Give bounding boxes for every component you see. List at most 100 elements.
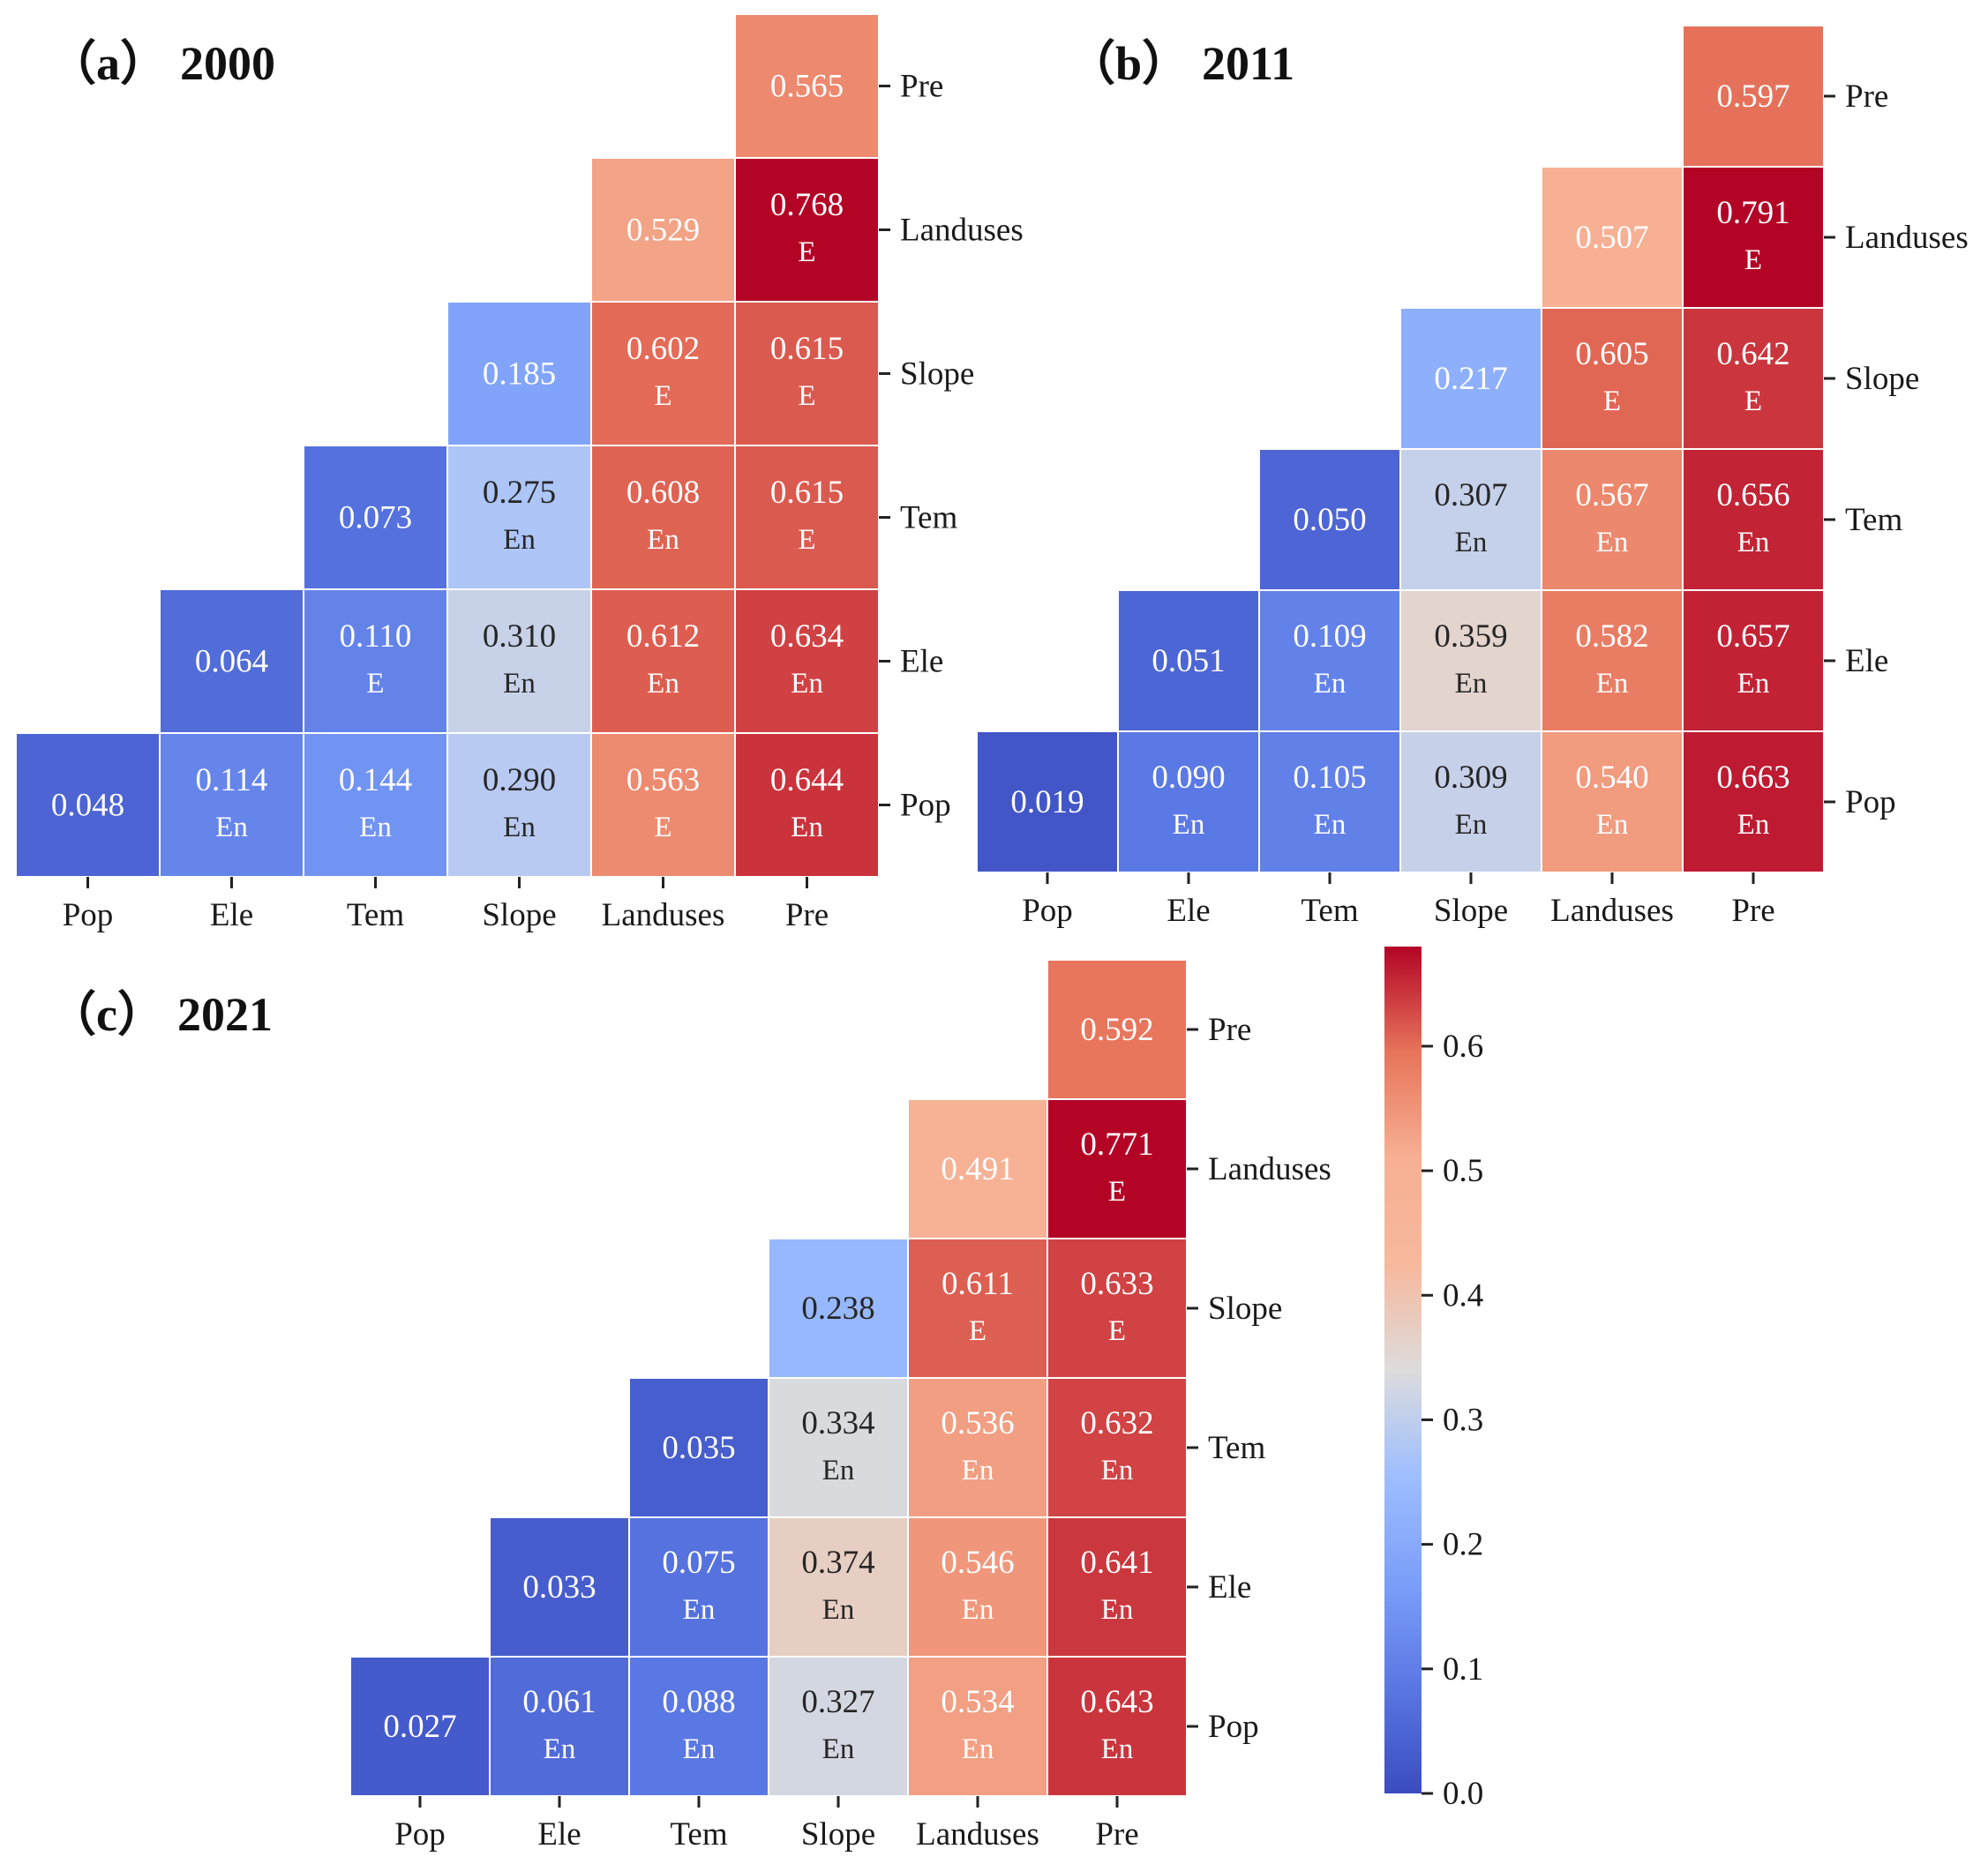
cell-interaction-label: En bbox=[1737, 527, 1770, 558]
heatmap-cell bbox=[1047, 1656, 1188, 1797]
heatmap-cell bbox=[1047, 1377, 1188, 1518]
y-tick-label-pre: Pre bbox=[1208, 1012, 1251, 1048]
heatmap-cell bbox=[734, 13, 880, 159]
heatmap-cell bbox=[1682, 589, 1825, 732]
x-tick-label-ele: Ele bbox=[537, 1816, 581, 1853]
colorbar-ticks: 0.0 0.1 0.2 0.3 0.4 0.5 0.6 bbox=[1422, 1029, 1483, 1812]
heatmap-cell bbox=[907, 1098, 1048, 1239]
cell-interaction-label: En bbox=[215, 812, 248, 843]
cell-interaction-label: En bbox=[683, 1733, 716, 1765]
heatmap-cell bbox=[1682, 307, 1825, 450]
cell-interaction-label: E bbox=[1108, 1315, 1126, 1347]
heatmap-cell bbox=[768, 1377, 909, 1518]
heatmap-cell bbox=[1541, 730, 1684, 873]
x-tick-label-slope: Slope bbox=[482, 897, 556, 933]
heatmap-cell bbox=[734, 445, 880, 590]
x-tick-label-ele: Ele bbox=[1167, 893, 1210, 929]
heatmap-cell bbox=[590, 157, 736, 303]
cell-value: 0.642 bbox=[1716, 336, 1789, 372]
heatmap-cell bbox=[590, 732, 736, 878]
heatmap-cell bbox=[628, 1656, 769, 1797]
y-tick-label-pop: Pop bbox=[1208, 1709, 1259, 1745]
cell-interaction-label: En bbox=[1737, 668, 1770, 700]
cell-interaction-label: En bbox=[683, 1594, 716, 1626]
x-tick-label-pop: Pop bbox=[394, 1816, 446, 1853]
x-tick-label-pop: Pop bbox=[1022, 893, 1073, 929]
heatmap-cell bbox=[1258, 448, 1401, 591]
y-tick-label-landuses: Landuses bbox=[900, 213, 1024, 249]
cell-value: 0.334 bbox=[801, 1405, 874, 1441]
cell-value: 0.605 bbox=[1575, 336, 1648, 372]
y-tick-label-tem: Tem bbox=[1845, 502, 1902, 538]
cell-value: 0.073 bbox=[339, 500, 412, 536]
x-tick-label-tem: Tem bbox=[347, 897, 404, 933]
heatmap-cell bbox=[907, 1656, 1048, 1797]
cell-interaction-label: En bbox=[1596, 668, 1629, 700]
cell-interaction-label: En bbox=[962, 1733, 994, 1765]
heatmap-cell bbox=[159, 732, 304, 878]
heatmap-cell bbox=[1682, 448, 1825, 591]
heatmap-cell bbox=[303, 732, 448, 878]
cell-value: 0.632 bbox=[1080, 1405, 1153, 1441]
cell-value: 0.563 bbox=[626, 762, 700, 798]
heatmap-cell bbox=[1047, 1516, 1188, 1658]
cell-interaction-label: En bbox=[544, 1733, 576, 1765]
x-tick-label-landuses: Landuses bbox=[602, 897, 725, 933]
heatmap-cell bbox=[907, 1516, 1048, 1658]
cell-interaction-label: En bbox=[503, 812, 536, 843]
cell-value: 0.290 bbox=[483, 762, 556, 798]
cell-value: 0.114 bbox=[196, 762, 268, 798]
x-tick-label-pre: Pre bbox=[785, 897, 829, 933]
cell-value: 0.359 bbox=[1434, 618, 1507, 655]
cell-interaction-label: En bbox=[1737, 809, 1770, 841]
heatmap-cell bbox=[1682, 166, 1825, 309]
cell-value: 0.791 bbox=[1716, 195, 1789, 231]
panel-a-heatmap: 0.565 0.529 0.768 E 0.185 0.602 E 0.615 E 0.073 0.… bbox=[15, 13, 1024, 933]
cell-interaction-label: En bbox=[791, 668, 823, 700]
heatmap-cell bbox=[1047, 1238, 1188, 1379]
cell-interaction-label: En bbox=[647, 524, 679, 556]
cell-interaction-label: En bbox=[1173, 809, 1205, 841]
cell-interaction-label: En bbox=[1455, 527, 1488, 558]
heatmap-cell bbox=[976, 730, 1119, 873]
panel-b-letter: b bbox=[1115, 37, 1142, 90]
y-tick-label-ele: Ele bbox=[1208, 1569, 1251, 1606]
cell-value: 0.061 bbox=[522, 1684, 596, 1720]
heatmap-cell bbox=[734, 588, 880, 734]
cell-value: 0.075 bbox=[662, 1545, 735, 1581]
cell-value: 0.027 bbox=[383, 1709, 456, 1745]
cell-interaction-label: En bbox=[1596, 809, 1629, 841]
heatmap-cell bbox=[590, 301, 736, 446]
panel-a-title: （a） 2000 bbox=[49, 37, 275, 90]
heatmap-cell bbox=[768, 1238, 909, 1379]
cell-value: 0.109 bbox=[1293, 618, 1366, 655]
cell-interaction-label: En bbox=[822, 1733, 855, 1765]
y-tick-label-slope: Slope bbox=[1845, 361, 1919, 397]
y-tick-label-landuses: Landuses bbox=[1845, 220, 1969, 256]
heatmap-cell bbox=[446, 445, 592, 590]
heatmap-cell bbox=[1682, 730, 1825, 873]
panel-b-title: （b） 2011 bbox=[1068, 37, 1294, 90]
colorbar-tick-label: 0.3 bbox=[1443, 1402, 1483, 1438]
heatmap-cell bbox=[303, 445, 448, 590]
heatmap-cell bbox=[1399, 448, 1542, 591]
cell-interaction-label: En bbox=[647, 668, 679, 700]
cell-value: 0.309 bbox=[1434, 760, 1507, 796]
cell-value: 0.491 bbox=[941, 1151, 1014, 1187]
cell-interaction-label: En bbox=[1455, 668, 1488, 700]
heatmap-cell bbox=[1117, 730, 1260, 873]
heatmap-cell bbox=[1047, 1098, 1188, 1239]
y-tick-label-pop: Pop bbox=[1845, 784, 1896, 820]
cell-interaction-label: E bbox=[798, 524, 815, 556]
heatmap-cell bbox=[768, 1516, 909, 1658]
cell-interaction-label: E bbox=[798, 380, 815, 412]
panel-c-year: 2021 bbox=[177, 988, 273, 1041]
cell-value: 0.536 bbox=[941, 1405, 1014, 1441]
cell-value: 0.771 bbox=[1080, 1127, 1153, 1163]
heatmap-cell bbox=[590, 445, 736, 590]
cell-value: 0.540 bbox=[1575, 760, 1648, 796]
heatmap-cell bbox=[1258, 589, 1401, 732]
cell-interaction-label: E bbox=[798, 236, 815, 268]
x-tick-label-slope: Slope bbox=[1434, 893, 1508, 929]
